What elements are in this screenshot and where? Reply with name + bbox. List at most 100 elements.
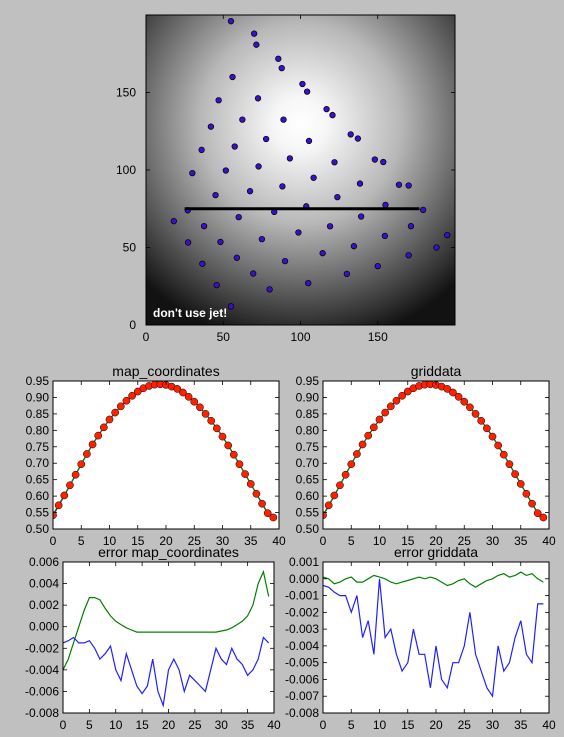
data-point <box>466 403 474 412</box>
scatter-point <box>299 80 306 88</box>
data-point <box>505 460 514 469</box>
series-line-1 <box>63 636 270 708</box>
y-tick-label: 0.55 <box>26 506 50 520</box>
x-tick-label: 20 <box>429 534 443 548</box>
data-point <box>375 415 384 424</box>
y-tick-label: 50 <box>123 241 137 255</box>
x-tick-label: 35 <box>514 718 528 732</box>
y-tick-label: 0.75 <box>296 440 320 454</box>
chart-title: griddata <box>411 363 462 379</box>
y-tick-label: -0.008 <box>285 706 319 720</box>
x-tick-label: 10 <box>373 718 387 732</box>
scatter-point <box>200 222 208 230</box>
data-point <box>488 432 497 441</box>
y-tick-label: 0.001 <box>289 555 319 569</box>
scatter-point <box>170 217 177 225</box>
data-point <box>392 396 401 405</box>
x-tick-label: 25 <box>188 534 202 548</box>
scatter-point <box>253 41 260 48</box>
data-point <box>511 470 519 478</box>
data-point <box>184 392 193 401</box>
y-tick-label: 0.55 <box>296 506 320 520</box>
x-tick-label: 35 <box>241 718 255 732</box>
data-point <box>241 470 249 478</box>
x-tick-label: 40 <box>272 534 286 548</box>
plot-series <box>323 381 548 522</box>
data-point <box>353 450 361 458</box>
y-tick-label: -0.006 <box>285 672 319 686</box>
data-point <box>179 388 187 397</box>
x-tick-label: 15 <box>135 718 149 732</box>
x-tick-label: 0 <box>320 534 327 548</box>
x-tick-label: 40 <box>267 718 281 732</box>
x-tick-label: 15 <box>401 534 415 548</box>
x-tick-label: 100 <box>290 330 310 344</box>
y-tick-label: 0.50 <box>26 522 50 536</box>
scatter-point <box>281 257 289 265</box>
scatter-point <box>381 232 389 240</box>
series-line-0 <box>63 569 270 671</box>
y-tick-label: 0 <box>129 318 136 332</box>
scatter-point <box>405 182 412 189</box>
data-point <box>483 424 491 433</box>
y-tick-label: 0.000 <box>29 620 59 634</box>
scatter-point <box>334 193 341 201</box>
data-point <box>323 511 327 520</box>
scatter-point <box>329 111 336 119</box>
scatter-point <box>255 163 262 170</box>
data-point <box>173 385 182 393</box>
scatter-point <box>250 270 257 277</box>
scatter-point <box>444 231 451 239</box>
scatter-point <box>419 206 427 214</box>
scatter-point <box>229 73 236 81</box>
y-tick-label: 0.95 <box>296 374 320 388</box>
y-tick-label: 0.004 <box>29 577 59 591</box>
scatter-point <box>323 106 330 113</box>
plot-area <box>53 381 279 529</box>
data-point <box>494 441 502 450</box>
y-tick-label: 0.006 <box>29 555 59 569</box>
plot-series <box>323 571 544 698</box>
data-point <box>499 450 508 459</box>
data-point <box>235 460 244 469</box>
x-tick-label: 150 <box>368 330 388 344</box>
scatter-point <box>275 55 282 62</box>
scatter-point <box>382 201 389 209</box>
data-point <box>370 423 378 432</box>
y-tick-label: 0.70 <box>296 456 320 470</box>
plot-area <box>323 381 549 529</box>
scatter-point <box>279 183 286 190</box>
scatter-point <box>350 243 358 250</box>
scatter-point <box>239 116 246 123</box>
data-point <box>83 450 91 458</box>
scatter-point <box>266 286 273 293</box>
scatter-point <box>189 169 196 177</box>
data-point <box>386 402 395 411</box>
x-tick-label: 15 <box>401 718 415 732</box>
data-point <box>522 489 531 498</box>
scatter-point <box>231 143 238 150</box>
data-point <box>460 397 469 406</box>
data-point <box>364 431 373 440</box>
scatter-point <box>326 223 334 230</box>
y-tick-label: -0.004 <box>25 663 59 677</box>
y-tick-label: 0.95 <box>26 374 50 388</box>
scatter-point <box>331 159 338 166</box>
scatter-point <box>227 303 235 310</box>
scatter-point <box>357 213 365 220</box>
y-tick-label: 0.000 <box>289 572 319 586</box>
y-tick-label: 0.75 <box>26 440 50 454</box>
data-point <box>224 441 232 450</box>
x-tick-label: 5 <box>348 718 355 732</box>
data-point <box>207 416 216 425</box>
chart-4: 0 5 10 15 20 25 30 35 40 -0.008 -0.007 -0.006 -0.005… <box>285 544 556 732</box>
y-tick-label: 0.90 <box>26 390 50 404</box>
data-point <box>71 470 80 479</box>
data-point <box>358 440 367 449</box>
data-point <box>229 450 238 459</box>
data-point <box>258 499 266 508</box>
data-point <box>196 403 204 412</box>
x-tick-label: 40 <box>542 718 556 732</box>
x-tick-label: 0 <box>60 718 67 732</box>
x-tick-label: 30 <box>215 718 229 732</box>
